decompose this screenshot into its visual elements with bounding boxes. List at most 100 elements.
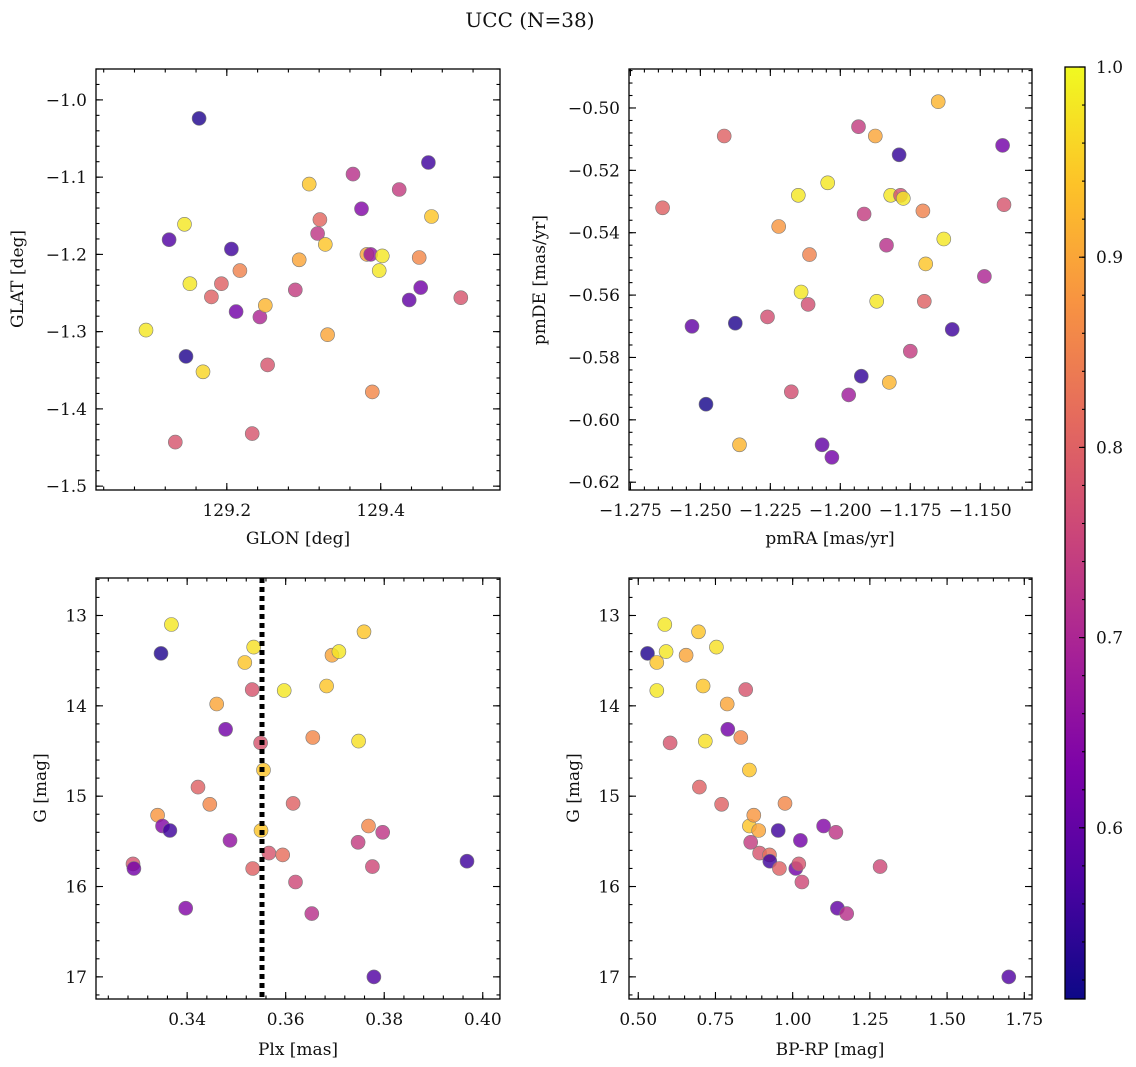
- panel-1-point-12: [228, 304, 244, 319]
- panel-2-point-22: [869, 293, 885, 309]
- panel-3-point-35: [365, 859, 380, 874]
- panel-1-point-25: [345, 166, 361, 182]
- panel-2-xlabel: pmRA [mas/yr]: [765, 529, 894, 549]
- panel-2-ytick-label: −0.54: [568, 224, 620, 244]
- panel-1-point-20: [301, 176, 317, 192]
- panel-2-ylabel: pmDE [mas/yr]: [530, 215, 550, 345]
- panel-4-ticks: 0.50 0.75 1.00 1.25 1.50 1.75 13 14 15 16 17: [598, 578, 1043, 1030]
- panel-3-ytick-label: 17: [65, 968, 87, 988]
- figure-title: UCC (N=38): [465, 8, 594, 32]
- panel-3-ticks: 0.34 0.36 0.38 0.40 13 14 15 16 17: [65, 578, 502, 1030]
- panel-4-point-4: [657, 617, 673, 632]
- colorbar-frame: [1064, 66, 1086, 1000]
- panel-3-xlabel: Plx [mas]: [258, 1040, 338, 1060]
- panel-pmra-pmde: −1.275 −1.250 −1.225 −1.200 −1.175 −1.150 −0.6…: [530, 68, 1033, 549]
- colorbar-tick-label: 0.6: [1096, 819, 1123, 839]
- panel-1-ytick-label: −1.0: [46, 91, 87, 111]
- panel-bprp-g: 0.50 0.75 1.00 1.25 1.50 1.75 13 14 15 16 17 BP-RP…: [564, 577, 1043, 1060]
- colorbar-tick-label: 0.7: [1096, 629, 1123, 649]
- panel-2-point-17: [841, 387, 857, 403]
- panel-1-ytick-label: −1.4: [46, 400, 87, 420]
- panel-2-point-24: [881, 375, 897, 390]
- colorbar-tick-label: 0.8: [1096, 438, 1123, 458]
- panel-1-point-29: [364, 384, 380, 400]
- panel-4-point-27: [772, 861, 787, 876]
- colorbar-tick-label: 0.9: [1096, 248, 1123, 268]
- panel-3-point-12: [218, 721, 233, 737]
- panel-2-point-1: [655, 200, 670, 216]
- panel-1-point-18: [287, 282, 303, 298]
- panel-2-point-36: [977, 269, 992, 284]
- panel-4-point-17: [738, 682, 754, 697]
- panel-3-point-15: [244, 682, 260, 697]
- panel-4-point-15: [720, 721, 736, 737]
- panel-2-frame: [628, 68, 1033, 491]
- panel-4-point-13: [714, 796, 729, 812]
- panel-4-xtick-label: 1.75: [1005, 1010, 1043, 1030]
- panel-3-ytick-label: 13: [65, 606, 87, 626]
- panel-1-point-23: [317, 237, 333, 252]
- panel-4-point-2: [649, 655, 665, 670]
- panel-2-point-34: [936, 231, 952, 247]
- panel-3-point-17: [246, 639, 261, 655]
- panel-3-ytick-label: 14: [65, 697, 87, 717]
- panel-2-ytick-label: −0.60: [568, 411, 620, 431]
- panel-3-ytick-label: 15: [65, 787, 87, 807]
- panel-2-point-37: [995, 138, 1010, 153]
- panel-1-point-38: [453, 290, 469, 306]
- panel-3-points: [125, 617, 475, 985]
- panel-1-point-33: [401, 292, 417, 308]
- panel-3-point-11: [209, 696, 224, 712]
- panel-4-point-33: [816, 818, 831, 834]
- panel-2-point-5: [727, 315, 743, 331]
- panel-3-point-2: [126, 861, 142, 876]
- panel-4-xtick-label: 0.75: [697, 1010, 735, 1030]
- panel-1-point-30: [371, 263, 387, 278]
- panel-2-xtick-label: −1.175: [879, 501, 942, 521]
- panel-1-xlabel: GLON [deg]: [246, 529, 350, 549]
- panel-1-point-22: [312, 212, 328, 227]
- panel-3-point-6: [162, 823, 178, 838]
- panel-4-ytick-label: 14: [598, 697, 620, 717]
- panel-4-point-14: [719, 696, 735, 712]
- panel-1-ytick-label: −1.5: [46, 477, 87, 497]
- panel-4-point-18: [742, 762, 757, 778]
- panel-2-ytick-label: −0.52: [568, 161, 620, 181]
- panel-3-point-30: [331, 644, 347, 659]
- panel-1-point-11: [224, 241, 239, 257]
- panel-4-point-12: [709, 639, 724, 655]
- panel-1-point-19: [291, 252, 307, 268]
- panel-3-point-34: [361, 818, 376, 834]
- panel-1-point-17: [260, 357, 275, 373]
- panel-2-point-28: [895, 191, 911, 206]
- panel-1-points: [138, 111, 469, 450]
- panel-3-ytick-label: 16: [65, 878, 87, 898]
- panel-1-point-26: [354, 201, 369, 217]
- panel-2-xtick-label: −1.225: [739, 501, 802, 521]
- panel-1-point-35: [413, 280, 429, 295]
- panel-1-point-1: [138, 322, 154, 338]
- panel-2-point-23: [879, 237, 894, 253]
- panel-3-point-25: [288, 874, 303, 890]
- panel-3-frame: [95, 577, 501, 1000]
- panel-3-point-37: [375, 824, 391, 840]
- panel-2-ytick-label: −0.62: [568, 473, 620, 493]
- panel-4-xtick-label: 0.50: [619, 1010, 657, 1030]
- panel-3-point-27: [305, 730, 321, 745]
- panel-1-ytick-label: −1.2: [46, 245, 87, 265]
- panel-2-point-32: [918, 256, 934, 272]
- panel-2-ytick-label: −0.56: [568, 286, 620, 306]
- panel-1-point-9: [204, 289, 219, 305]
- panel-1-point-36: [421, 155, 436, 170]
- panel-2-xtick-label: −1.150: [949, 501, 1012, 521]
- panel-2-point-7: [760, 309, 775, 325]
- panel-4-ylabel: G [mag]: [564, 753, 584, 822]
- panel-1-point-13: [232, 263, 248, 278]
- panel-1-point-3: [168, 434, 183, 450]
- colorbar-ticks: 0.6 0.7 0.8 0.9 1.0: [1079, 58, 1123, 981]
- panel-4-point-26: [770, 823, 786, 838]
- panel-2-point-12: [800, 297, 816, 312]
- panel-1-point-6: [182, 276, 198, 292]
- panel-4-point-6: [662, 735, 678, 751]
- panel-2-point-33: [930, 94, 946, 109]
